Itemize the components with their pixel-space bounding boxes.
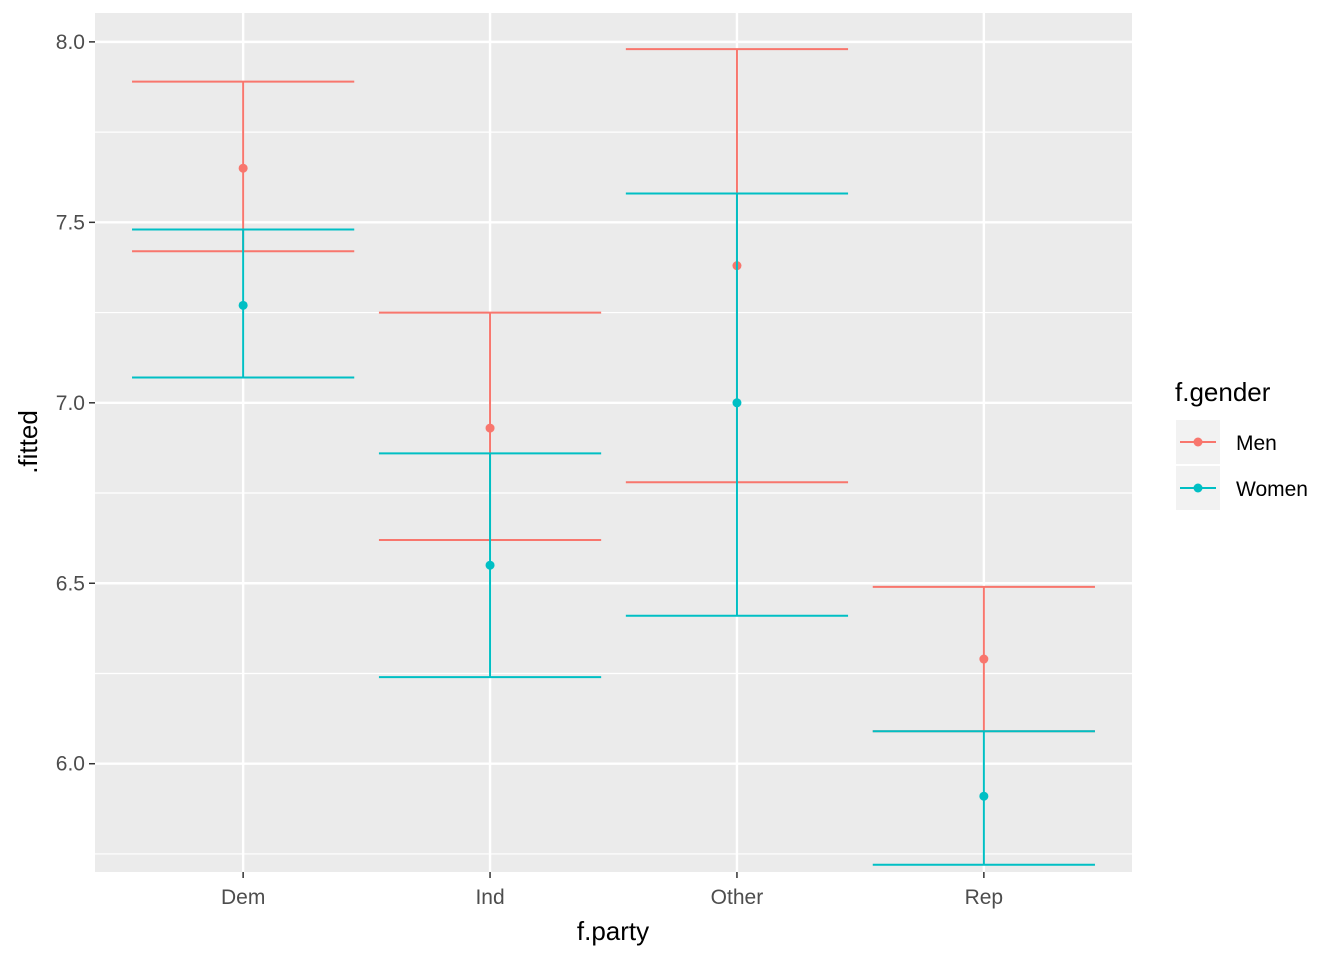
x-tick-label: Rep bbox=[965, 886, 1004, 909]
data-marks bbox=[132, 48, 1095, 866]
data-point bbox=[238, 300, 248, 310]
data-point bbox=[732, 398, 742, 408]
x-tick-label: Ind bbox=[475, 886, 504, 909]
tick-labels: 6.0 6.5 7.0 7.5 8.0 Dem Ind Other Rep bbox=[56, 31, 1003, 909]
data-point bbox=[979, 654, 989, 664]
y-tick-label: 6.0 bbox=[56, 753, 85, 776]
y-axis-title: .fitted bbox=[13, 410, 43, 474]
y-tick-label: 7.0 bbox=[56, 392, 85, 415]
x-axis-title: f.party bbox=[577, 916, 649, 946]
grid-minor bbox=[95, 131, 1132, 855]
legend-item-women: Women bbox=[1176, 466, 1308, 510]
y-tick-label: 6.5 bbox=[56, 572, 85, 595]
legend-key-point bbox=[1193, 483, 1203, 493]
legend-key-point bbox=[1193, 437, 1203, 447]
series-women bbox=[132, 192, 1095, 866]
legend-label: Men bbox=[1236, 432, 1277, 455]
legend-title: f.gender bbox=[1175, 377, 1271, 407]
plot-panel bbox=[95, 13, 1132, 872]
data-point bbox=[979, 791, 989, 801]
data-point bbox=[238, 163, 248, 173]
x-tick-label: Dem bbox=[221, 886, 265, 909]
legend-label: Women bbox=[1236, 478, 1308, 501]
axis-ticks bbox=[89, 41, 985, 878]
data-point bbox=[485, 423, 495, 433]
legend: f.gender Men Women bbox=[1175, 377, 1308, 510]
x-tick-label: Other bbox=[711, 886, 764, 909]
y-tick-label: 7.5 bbox=[56, 211, 85, 234]
y-tick-label: 8.0 bbox=[56, 31, 85, 54]
data-point bbox=[485, 560, 495, 570]
legend-item-men: Men bbox=[1176, 420, 1277, 464]
